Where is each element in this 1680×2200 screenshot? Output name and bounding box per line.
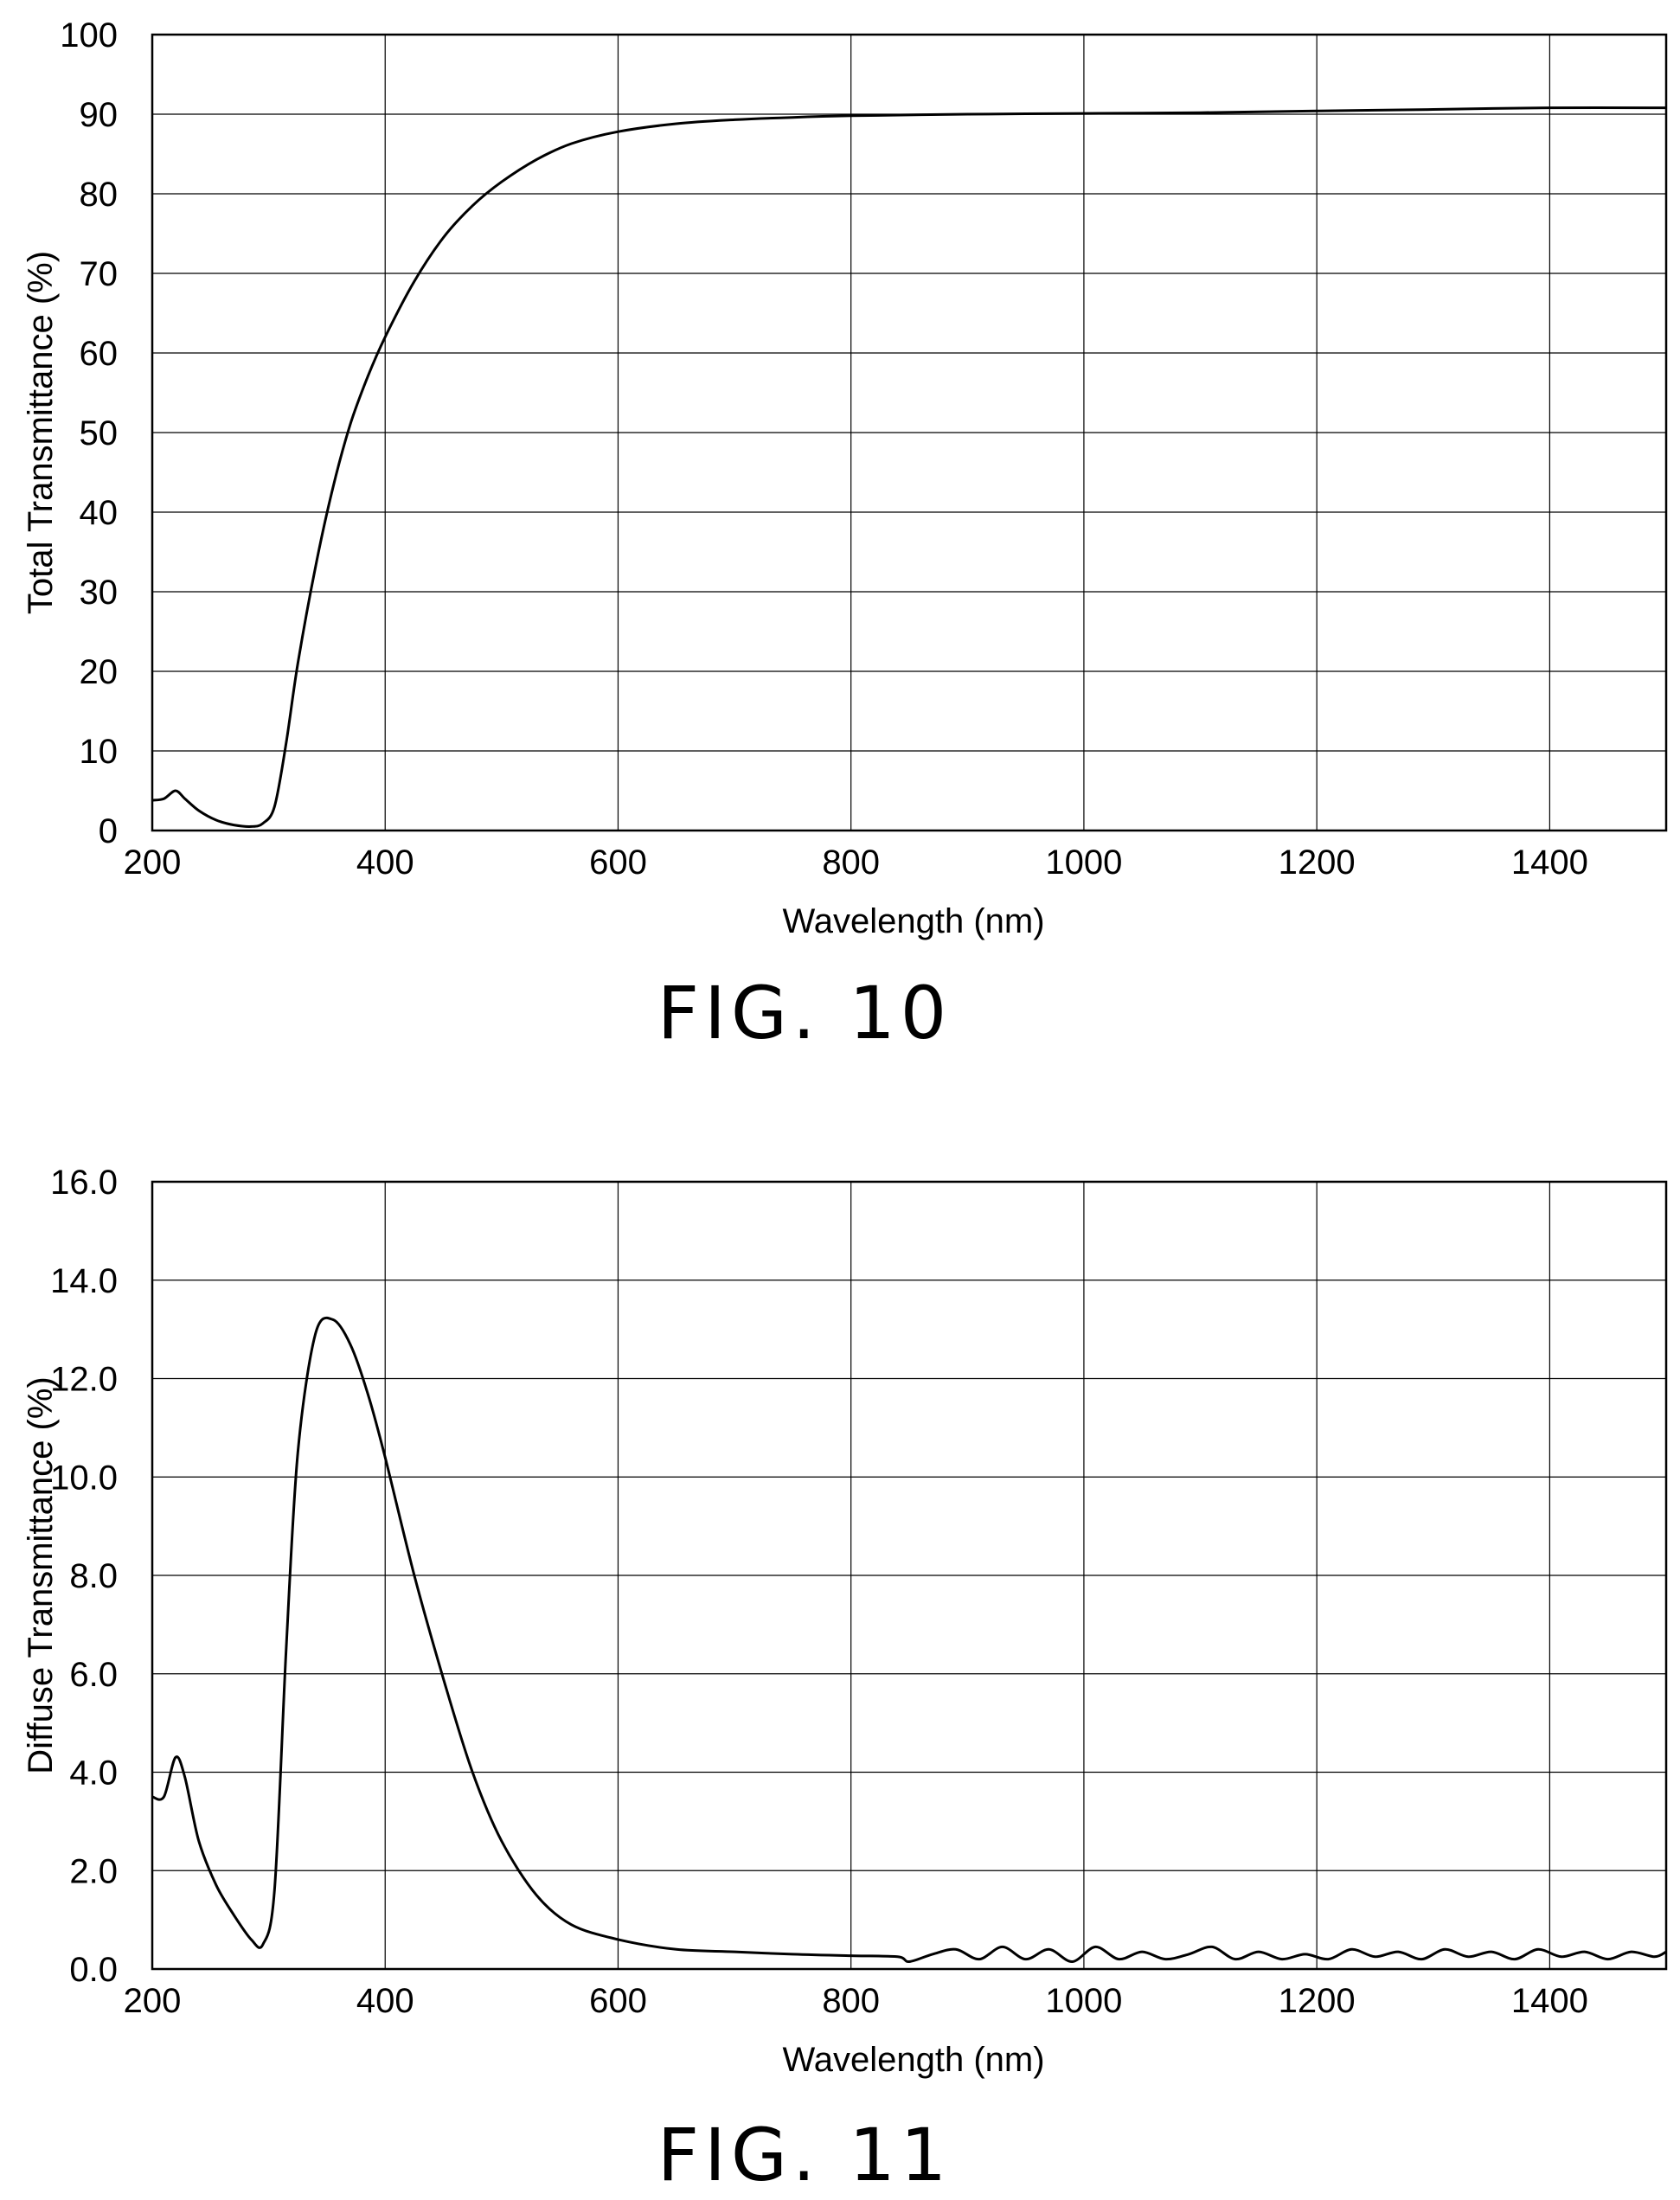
x-tick-label: 1000 bbox=[1045, 1982, 1122, 2020]
x-tick-label: 200 bbox=[124, 843, 182, 882]
y-tick-label: 10 bbox=[80, 733, 119, 771]
figure-caption: FIG. 10 bbox=[657, 971, 952, 1055]
x-tick-label: 1000 bbox=[1045, 843, 1122, 882]
grid-lines bbox=[151, 34, 1666, 831]
total-transmittance-line bbox=[151, 106, 1667, 828]
tick-labels: 200 400 600 800 1000 1200 1400 0 10 20 30 40 50 60 70 8… bbox=[60, 16, 1588, 882]
tick-labels: 200 400 600 800 1000 1200 1400 0.0 2.0 4.0 6.0 8.0 1… bbox=[50, 1164, 1588, 2020]
y-tick-label: 30 bbox=[80, 574, 119, 612]
x-tick-label: 800 bbox=[822, 843, 880, 882]
y-tick-label: 20 bbox=[80, 653, 119, 691]
y-axis-label: Total Transmittance (%) bbox=[22, 251, 60, 614]
y-tick-label: 12.0 bbox=[50, 1361, 118, 1399]
x-tick-label: 1400 bbox=[1511, 1982, 1588, 2020]
y-tick-label: 60 bbox=[80, 335, 119, 373]
grid-lines bbox=[151, 1181, 1666, 1970]
y-tick-label: 50 bbox=[80, 414, 119, 452]
x-tick-label: 1200 bbox=[1279, 843, 1356, 882]
x-tick-label: 600 bbox=[589, 843, 647, 882]
plot-frame bbox=[151, 33, 1668, 832]
figure-caption: FIG. 11 bbox=[657, 2113, 952, 2197]
y-tick-label: 6.0 bbox=[69, 1656, 118, 1694]
y-tick-label: 8.0 bbox=[69, 1557, 118, 1595]
x-tick-label: 200 bbox=[124, 1982, 182, 2020]
x-tick-label: 400 bbox=[356, 1982, 414, 2020]
y-tick-label: 0.0 bbox=[69, 1951, 118, 1989]
y-tick-label: 14.0 bbox=[50, 1262, 118, 1300]
x-axis-label: Wavelength (nm) bbox=[782, 902, 1044, 940]
x-tick-label: 1200 bbox=[1279, 1982, 1356, 2020]
y-axis-label: Diffuse Transmittance (%) bbox=[22, 1376, 60, 1773]
y-tick-label: 40 bbox=[80, 494, 119, 532]
y-tick-label: 70 bbox=[80, 255, 119, 293]
x-tick-label: 400 bbox=[356, 843, 414, 882]
y-tick-label: 2.0 bbox=[69, 1852, 118, 1890]
y-tick-label: 10.0 bbox=[50, 1459, 118, 1497]
plot-frame bbox=[151, 1180, 1668, 1971]
y-tick-label: 0 bbox=[99, 812, 118, 850]
diffuse-transmittance-line bbox=[151, 1316, 1667, 1963]
y-tick-label: 100 bbox=[60, 16, 118, 55]
y-tick-label: 16.0 bbox=[50, 1164, 118, 1202]
x-tick-label: 800 bbox=[822, 1982, 880, 2020]
y-tick-label: 4.0 bbox=[69, 1754, 118, 1793]
x-tick-label: 600 bbox=[589, 1982, 647, 2020]
y-tick-label: 80 bbox=[80, 176, 119, 214]
total-transmittance-chart: 200 400 600 800 1000 1200 1400 0 10 20 30 40 50 60 70 8… bbox=[22, 16, 1668, 1055]
x-axis-label: Wavelength (nm) bbox=[782, 2041, 1044, 2079]
y-tick-label: 90 bbox=[80, 96, 119, 134]
diffuse-transmittance-chart: 200 400 600 800 1000 1200 1400 0.0 2.0 4.0 6.0 8.0 1… bbox=[22, 1164, 1668, 2197]
x-tick-label: 1400 bbox=[1511, 843, 1588, 882]
